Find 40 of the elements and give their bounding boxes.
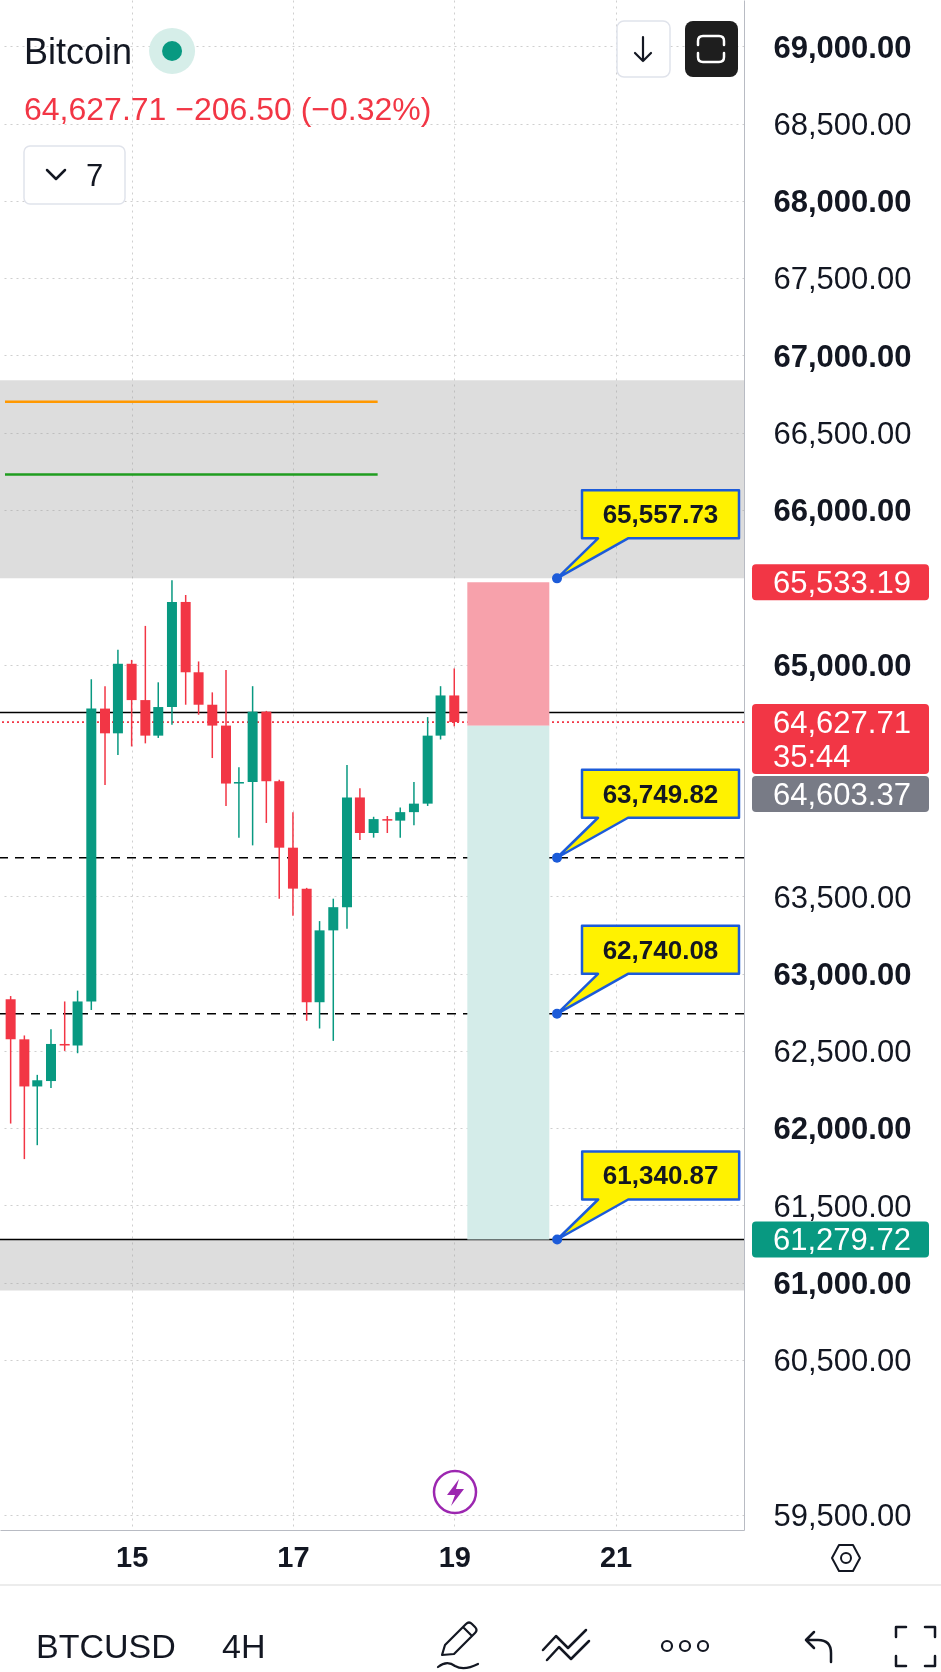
y-tick-label: 68,500.00: [773, 106, 912, 142]
y-tick-label: 60,500.00: [773, 1343, 912, 1379]
candlestick: [32, 1074, 43, 1146]
y-tick-label: 62,500.00: [773, 1034, 912, 1070]
annotation: 7: [86, 157, 104, 193]
y-tick-label: 67,500.00: [773, 261, 912, 297]
text: Bitcoin: [24, 30, 133, 72]
y-tick-label: 69,000.00: [773, 29, 912, 65]
candlestick: [395, 806, 406, 839]
ref-line-label: 63,749.82: [602, 778, 719, 809]
y-tick-label: 66,500.00: [773, 415, 912, 451]
y-tick-label: 61,000.00: [773, 1265, 912, 1301]
candlestick: [328, 897, 339, 1042]
y-tick-label: 59,500.00: [773, 1497, 912, 1533]
x-tick-label: 17: [277, 1540, 310, 1573]
x-tick-label: 15: [116, 1540, 149, 1573]
annotation: 61,340.87: [602, 1160, 719, 1191]
text: 65,533.19: [773, 564, 911, 600]
y-tick-label: 63,000.00: [773, 956, 912, 992]
y-tick-label: 67,000.00: [773, 338, 912, 374]
ref-line-label: 62,740.08: [602, 934, 719, 965]
candlestick: [408, 781, 419, 827]
x-tick-label: 21: [599, 1540, 633, 1573]
text: BTCUSD: [36, 1627, 176, 1665]
y-tick-label: 63,500.00: [773, 879, 912, 915]
band-label: 65,557.73: [602, 499, 719, 530]
candlestick: [59, 1000, 70, 1052]
text: 4H: [222, 1627, 266, 1665]
text: 64,603.37: [773, 776, 911, 812]
y-tick-label: 62,000.00: [773, 1111, 912, 1147]
text: 61,279.72: [773, 1222, 911, 1257]
candlestick: [233, 766, 244, 839]
y-tick-label: 68,000.00: [773, 184, 912, 220]
ref-line-label: 64,627.71 35:44: [773, 704, 911, 774]
y-tick-label: 66,000.00: [773, 493, 912, 529]
y-tick-label: 65,000.00: [773, 647, 912, 683]
y-tick-label: 61,500.00: [773, 1188, 912, 1224]
candlestick: [368, 816, 379, 839]
text: 64,627.71 −206.50 (−0.32%): [24, 91, 432, 127]
x-tick-label: 19: [438, 1540, 471, 1573]
